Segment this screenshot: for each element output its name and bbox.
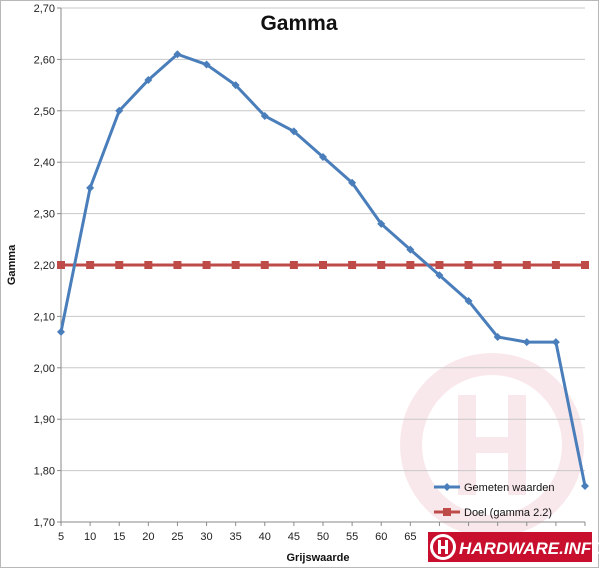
- data-point-target: [464, 261, 473, 269]
- data-point-target: [551, 261, 560, 269]
- y-tick-label: 1,90: [34, 414, 55, 426]
- data-point-target: [581, 261, 589, 269]
- data-point-measured: [86, 183, 95, 192]
- legend-marker-measured: [443, 483, 451, 491]
- data-point-measured: [551, 338, 560, 347]
- data-point-measured: [144, 75, 153, 84]
- data-point-measured: [522, 338, 531, 347]
- y-tick-label: 2,30: [34, 209, 55, 221]
- data-point-measured: [289, 127, 298, 136]
- x-tick-label: 30: [200, 531, 212, 543]
- y-tick-label: 2,10: [34, 311, 55, 323]
- data-point-target: [377, 261, 386, 269]
- data-point-target: [406, 261, 415, 269]
- data-point-target: [86, 261, 95, 269]
- x-tick-label: 15: [113, 531, 125, 543]
- x-tick-label: 55: [346, 531, 358, 543]
- data-point-measured: [57, 327, 65, 336]
- x-tick-label: 65: [404, 531, 416, 543]
- data-point-target: [348, 261, 357, 269]
- data-point-target: [231, 261, 240, 269]
- data-point-measured: [260, 111, 269, 120]
- data-point-measured: [435, 271, 444, 280]
- x-tick-label: 10: [84, 531, 96, 543]
- legend-marker-target: [443, 508, 451, 516]
- data-point-measured: [581, 482, 589, 491]
- y-tick-label: 2,40: [34, 157, 55, 169]
- y-tick-label: 2,50: [34, 106, 55, 118]
- y-tick-label: 1,80: [34, 466, 55, 478]
- legend-label-target: Doel (gamma 2.2): [464, 507, 552, 519]
- data-point-measured: [493, 332, 502, 341]
- data-point-measured: [173, 50, 182, 59]
- y-axis-title: Gamma: [6, 244, 18, 285]
- chart-title: Gamma: [260, 12, 337, 35]
- data-point-target: [57, 261, 65, 269]
- x-tick-label: 35: [230, 531, 242, 543]
- x-tick-label: 60: [375, 531, 387, 543]
- y-tick-label: 2,70: [34, 3, 55, 15]
- data-point-measured: [348, 178, 357, 187]
- x-tick-label: 50: [317, 531, 329, 543]
- x-axis-title: Grijswaarde: [287, 552, 350, 564]
- x-tick-label: 5: [58, 531, 64, 543]
- data-point-target: [493, 261, 502, 269]
- data-point-measured: [464, 296, 473, 305]
- data-point-target: [173, 261, 182, 269]
- data-point-measured: [115, 106, 124, 115]
- data-point-target: [289, 261, 298, 269]
- x-tick-label: 40: [259, 531, 271, 543]
- data-point-target: [144, 261, 153, 269]
- legend-label-measured: Gemeten waarden: [464, 482, 555, 494]
- y-tick-label: 2,60: [34, 54, 55, 66]
- data-point-target: [319, 261, 327, 269]
- data-point-target: [202, 261, 211, 269]
- data-point-measured: [319, 153, 327, 162]
- data-point-measured: [406, 245, 415, 254]
- y-tick-label: 2,20: [34, 260, 55, 272]
- data-point-measured: [377, 219, 386, 228]
- data-point-measured: [202, 60, 211, 69]
- data-point-target: [115, 261, 124, 269]
- data-point-target: [260, 261, 269, 269]
- data-point-measured: [231, 81, 240, 90]
- x-tick-label: 45: [288, 531, 300, 543]
- data-point-target: [435, 261, 444, 269]
- y-tick-label: 1,70: [34, 517, 55, 529]
- series-layer: [57, 50, 589, 491]
- logo-text: HARDWARE.INFO: [459, 539, 599, 558]
- y-tick-label: 2,00: [34, 363, 55, 375]
- x-tick-label: 20: [142, 531, 154, 543]
- hardware-info-logo: HARDWARE.INFO: [428, 532, 599, 562]
- data-point-target: [522, 261, 531, 269]
- legend: Gemeten waarden Doel (gamma 2.2): [434, 482, 555, 519]
- watermark-emblem: [400, 353, 584, 537]
- y-tick-labels: 1,70 1,80 1,90 2,00 2,10 2,20 2,30 2,40 2,50 2,60…: [34, 3, 61, 529]
- x-tick-label: 25: [171, 531, 183, 543]
